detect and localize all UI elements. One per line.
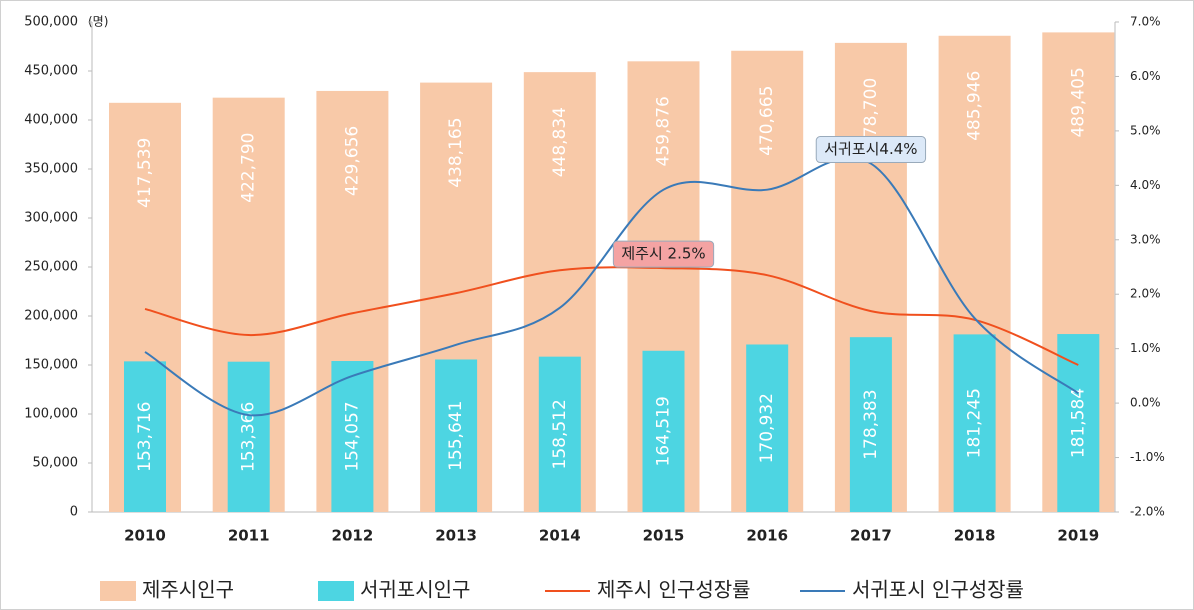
data-label: 178,383 [861, 389, 881, 459]
y2-tick-label: 5.0% [1130, 123, 1161, 137]
y-unit: (명) [88, 15, 108, 29]
bar [746, 344, 789, 512]
legend-swatch [318, 581, 354, 601]
data-label: 478,700 [861, 78, 881, 148]
bar [331, 361, 374, 512]
data-label: 489,405 [1068, 67, 1088, 137]
line [144, 266, 1079, 366]
y2-tick-label: 1.0% [1130, 341, 1161, 355]
x-tick-label: 2013 [435, 527, 477, 545]
y2-tick-label: 0.0% [1130, 396, 1161, 410]
bar [227, 361, 270, 512]
data-label: 485,946 [965, 71, 985, 141]
x-tick-label: 2017 [850, 527, 892, 545]
y-tick-label: 500,000 [24, 15, 78, 30]
data-label: 155,641 [446, 401, 466, 471]
x-tick-label: 2010 [124, 527, 166, 545]
y2-tick-label: 2.0% [1130, 287, 1161, 301]
data-label: 438,165 [446, 117, 466, 187]
x-tick-label: 2015 [643, 527, 685, 545]
y-tick-label: 300,000 [24, 211, 78, 226]
y2-tick-label: 4.0% [1130, 178, 1161, 192]
data-label: 154,057 [342, 401, 362, 471]
annotation-box [815, 136, 927, 164]
data-label: 153,716 [135, 402, 155, 472]
annotation-box [612, 240, 715, 268]
data-label: 417,539 [135, 138, 155, 208]
bar [953, 334, 996, 512]
legend-label: 제주시인구 [142, 578, 234, 602]
y2-tick-label: 6.0% [1130, 69, 1161, 83]
data-label: 429,656 [342, 126, 362, 196]
y-tick-label: 0 [70, 505, 78, 520]
x-tick-label: 2014 [539, 527, 581, 545]
annotation: 제주시 2.5% [612, 240, 715, 268]
data-label: 459,876 [654, 96, 674, 166]
legend-label: 제주시 인구성장률 [597, 578, 751, 602]
data-label: 448,834 [550, 107, 570, 177]
x-tick-label: 2011 [228, 527, 270, 545]
y-tick-label: 350,000 [24, 162, 78, 177]
bar [849, 337, 892, 512]
y-tick-label: 50,000 [33, 456, 79, 471]
y2-tick-label: 3.0% [1130, 232, 1161, 246]
bar [1057, 334, 1100, 512]
y-tick-label: 450,000 [24, 64, 78, 79]
x-tick-label: 2018 [954, 527, 996, 545]
data-label: 181,584 [1068, 388, 1088, 458]
y-tick-label: 400,000 [24, 113, 78, 128]
y-tick-label: 250,000 [24, 260, 78, 275]
y2-tick-label: -2.0% [1130, 505, 1165, 519]
x-tick-label: 2012 [332, 527, 374, 545]
data-label: 470,665 [757, 86, 777, 156]
legend-swatch [100, 581, 136, 601]
y2-tick-label: 7.0% [1130, 15, 1161, 29]
data-label: 158,512 [550, 399, 570, 469]
y2-tick-label: -1.0% [1130, 450, 1165, 464]
line [144, 156, 1079, 417]
annotation: 서귀포시4.4% [815, 136, 927, 164]
x-tick-label: 2016 [746, 527, 788, 545]
y-tick-label: 150,000 [24, 358, 78, 373]
legend-label: 서귀포시인구 [360, 578, 470, 602]
data-label: 170,932 [757, 393, 777, 463]
data-label: 422,790 [239, 133, 259, 203]
bar [538, 356, 581, 512]
data-label: 181,245 [965, 388, 985, 458]
annotation-text: 서귀포시4.4% [824, 140, 917, 158]
data-label: 164,519 [654, 396, 674, 466]
annotation-text: 제주시 2.5% [621, 245, 705, 263]
x-tick-label: 2019 [1057, 527, 1099, 545]
y-tick-label: 200,000 [24, 309, 78, 324]
bar [642, 350, 685, 512]
data-label: 153,366 [239, 402, 259, 472]
bar [435, 359, 478, 512]
legend-label: 서귀포시 인구성장률 [852, 578, 1024, 602]
y-tick-label: 100,000 [24, 407, 78, 422]
bar [124, 361, 166, 512]
